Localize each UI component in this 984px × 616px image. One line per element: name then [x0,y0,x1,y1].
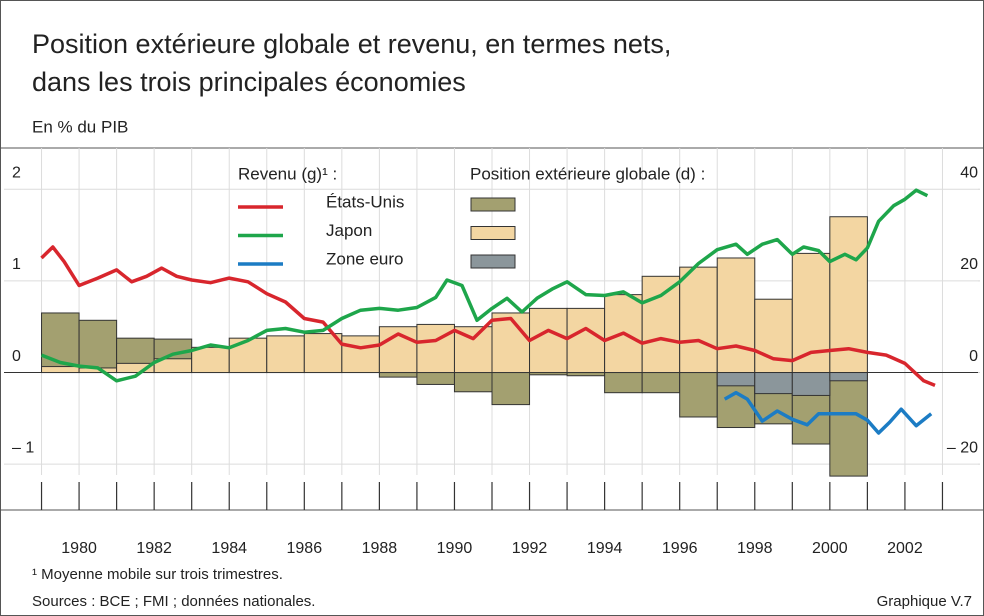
bar [491,372,531,406]
chart-title: Position extérieure globale et revenu, e… [32,29,671,59]
bar [641,275,681,374]
x-tick-label: 1992 [512,540,548,557]
legend-bar-swatch [470,226,516,240]
x-tick-label: 1996 [662,540,698,557]
bar [491,312,531,374]
bar [378,372,418,378]
line [40,245,936,388]
subtitle: En % du PIB [32,117,128,136]
legend-bar-swatch [470,197,516,212]
y2-tick-label: 20 [960,256,978,273]
bar [829,372,868,477]
y2-tick-label: 0 [969,348,978,365]
y2-tick-label: 40 [960,164,978,181]
bar [453,372,493,393]
legend: Revenu (g)¹ : Position extérieure globale… [238,164,705,269]
footnote: ¹ Moyenne mobile sur trois trimestres. [32,566,283,583]
bar [641,372,681,394]
legend-label: Japon [326,221,372,240]
bar [679,266,718,374]
y-tick-label: 1 [12,256,21,273]
y-tick-label: – 1 [12,439,34,456]
bar [604,372,643,394]
bar [791,372,831,396]
bar [303,333,343,374]
y-tick-label: 2 [12,164,21,181]
x-tick-label: 1988 [362,540,398,557]
x-tick-label: 2000 [812,540,848,557]
bar [716,372,756,387]
bar [829,216,868,374]
line [40,188,929,383]
bar [566,307,606,374]
legend-heading: Position extérieure globale (d) : [470,164,705,183]
bar [416,372,455,385]
bar [679,372,718,418]
x-tick-label: 1994 [587,540,623,557]
plot-area: 1980 1982 1984 1986 1988 1990 1992 1994 1996 1998… [0,147,984,557]
x-tick-label: 1984 [211,540,247,557]
line [723,390,933,435]
y2-tick-label: – 20 [947,439,978,456]
bar [829,372,868,382]
x-tick-label: 1982 [136,540,172,557]
bar [78,319,118,374]
sources: Sources : BCE ; FMI ; données nationales… [32,593,315,610]
x-tick-label: 1980 [61,540,97,557]
x-tick-label: 1998 [737,540,773,557]
legend-bar-swatch [470,254,516,269]
bar [228,337,268,374]
bar [191,346,230,374]
bar [266,335,305,374]
x-tick-label: 2002 [887,540,923,557]
bar [529,307,568,374]
x-tick-label: 1990 [437,540,473,557]
bar [716,257,756,374]
legend-label: Zone euro [326,249,404,268]
bar [791,252,831,374]
bar [41,366,80,374]
bar [341,335,380,374]
y-tick-label: 0 [12,348,21,365]
chart-title: dans les trois principales économies [32,67,466,97]
legend-label: États-Unis [326,192,404,211]
bar [754,372,793,395]
x-tick-label: 1986 [287,540,323,557]
chart-label: Graphique V.7 [877,593,972,610]
legend-heading: Revenu (g)¹ : [238,164,337,183]
